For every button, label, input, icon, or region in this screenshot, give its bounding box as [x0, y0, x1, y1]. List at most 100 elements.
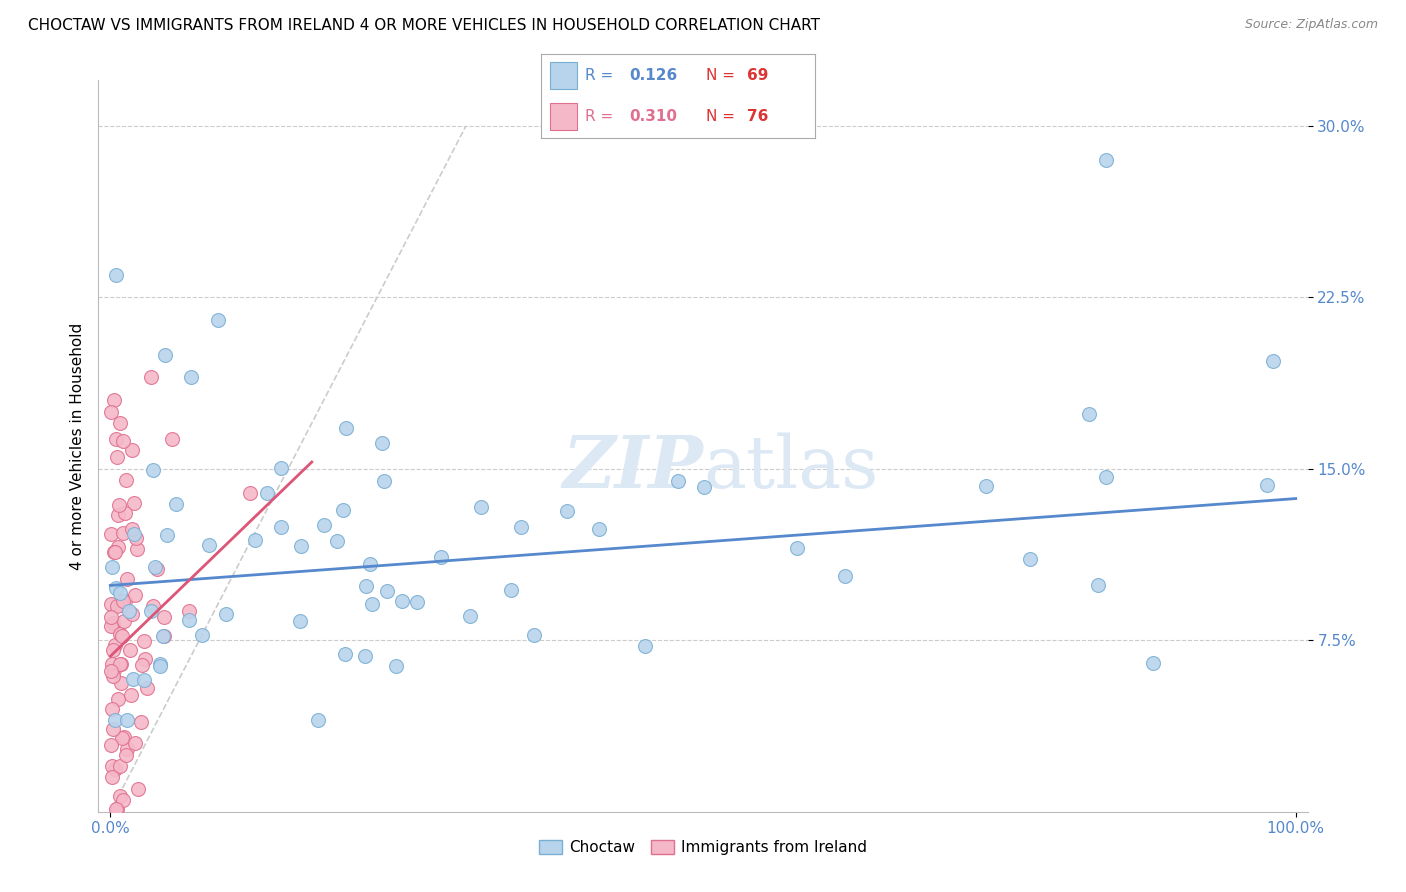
Point [160, 433, 183, 447]
Point [114, 593, 136, 607]
Point [114, 506, 136, 520]
Text: 69: 69 [747, 68, 768, 83]
Point [100, 597, 122, 611]
Point [105, 450, 128, 465]
Point [124, 531, 146, 545]
Text: CHOCTAW VS IMMIGRANTS FROM IRELAND 4 OR MORE VEHICLES IN HOUSEHOLD CORRELATION C: CHOCTAW VS IMMIGRANTS FROM IRELAND 4 OR … [28, 18, 820, 33]
Point [124, 527, 146, 541]
Point [510, 520, 533, 534]
Point [634, 639, 657, 653]
Point [104, 638, 127, 652]
Point [1095, 470, 1118, 484]
Point [1019, 552, 1042, 566]
Point [122, 496, 145, 510]
Point [149, 657, 172, 672]
Point [786, 541, 808, 556]
Point [105, 599, 128, 613]
Point [666, 474, 689, 488]
Point [180, 370, 202, 384]
Text: R =: R = [585, 68, 619, 83]
Point [104, 581, 127, 595]
Point [256, 485, 278, 500]
Point [190, 627, 212, 641]
Text: atlas: atlas [703, 433, 879, 503]
Point [375, 583, 398, 598]
Point [356, 579, 378, 593]
Point [1261, 353, 1284, 368]
Point [110, 598, 132, 612]
Point [127, 781, 149, 796]
Point [100, 527, 122, 541]
Point [101, 657, 124, 672]
Point [470, 500, 492, 515]
Point [120, 688, 142, 702]
Point [239, 486, 262, 500]
Text: R =: R = [585, 109, 619, 124]
Point [112, 730, 135, 744]
Point [107, 692, 129, 706]
Point [103, 545, 125, 559]
Point [108, 498, 131, 512]
Point [326, 534, 349, 549]
Point [103, 663, 125, 677]
Point [101, 669, 124, 683]
Point [121, 672, 143, 686]
Point [101, 559, 124, 574]
Point [148, 659, 170, 673]
Point [177, 604, 200, 618]
Point [111, 526, 134, 541]
Point [107, 508, 129, 522]
Point [354, 648, 377, 663]
Point [104, 762, 127, 776]
Point [110, 657, 132, 671]
Point [110, 626, 132, 640]
Point [101, 643, 124, 657]
Legend: Choctaw, Immigrants from Ireland: Choctaw, Immigrants from Ireland [531, 832, 875, 863]
Point [117, 714, 139, 728]
Point [1142, 656, 1164, 670]
Point [101, 759, 124, 773]
Point [588, 523, 610, 537]
Point [270, 520, 292, 534]
Point [103, 723, 125, 737]
Point [177, 613, 200, 627]
Point [121, 443, 143, 458]
Point [103, 393, 125, 408]
Point [312, 518, 335, 533]
Point [1087, 578, 1109, 592]
Point [134, 673, 156, 687]
Text: ZIP: ZIP [562, 433, 703, 503]
Point [115, 473, 138, 487]
Point [139, 370, 162, 384]
Point [100, 739, 122, 753]
Point [107, 541, 129, 555]
Point [104, 714, 127, 728]
Text: Source: ZipAtlas.com: Source: ZipAtlas.com [1244, 18, 1378, 31]
Point [523, 628, 546, 642]
Point [142, 463, 165, 477]
Point [198, 538, 221, 552]
Point [1095, 153, 1118, 168]
Point [115, 747, 138, 762]
Point [100, 610, 122, 624]
Point [146, 562, 169, 576]
Point [100, 405, 122, 419]
Point [112, 614, 135, 628]
Text: 76: 76 [747, 109, 768, 124]
Point [460, 609, 482, 624]
Point [105, 432, 128, 446]
Point [834, 569, 856, 583]
Point [391, 594, 413, 608]
Point [143, 560, 166, 574]
Point [974, 478, 997, 492]
Bar [550, 103, 576, 130]
Point [290, 539, 312, 553]
Point [110, 675, 132, 690]
Point [136, 681, 159, 695]
Point [124, 588, 146, 602]
Point [142, 599, 165, 613]
Point [430, 549, 453, 564]
Text: N =: N = [706, 68, 740, 83]
Point [111, 629, 134, 643]
Point [108, 657, 131, 672]
